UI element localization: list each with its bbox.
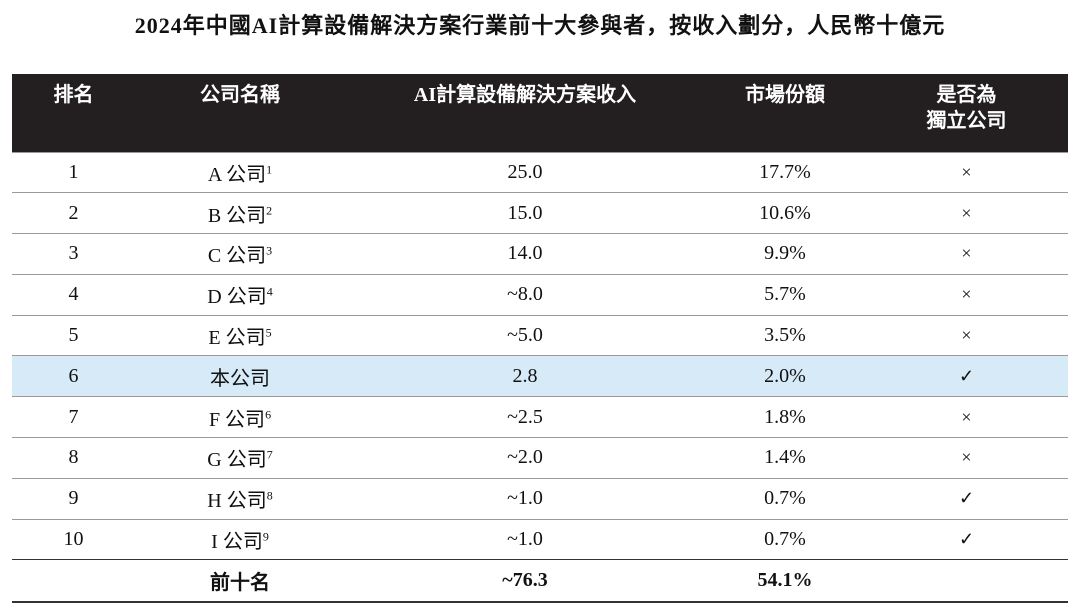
company-name: C 公司	[207, 245, 267, 268]
revenue-cell: 15.0	[345, 192, 705, 234]
header-cell: AI計算設備解決方案收入	[345, 74, 705, 152]
rank-cell: 6	[12, 355, 135, 397]
company-name: 本公司	[210, 367, 270, 390]
company-cell: 本公司	[135, 355, 345, 397]
independent-cell: ×	[865, 396, 1068, 438]
share-cell: 1.4%	[705, 437, 865, 479]
footnote-ref: 3	[266, 243, 273, 258]
company-cell: G 公司7	[135, 437, 345, 479]
share-cell: 5.7%	[705, 273, 865, 316]
independent-cell: ×	[865, 273, 1068, 316]
revenue-cell: ~2.0	[345, 437, 705, 479]
revenue-cell: 14.0	[345, 233, 705, 275]
independent-cell: ✓	[865, 355, 1068, 397]
footnote-ref: 6	[265, 407, 272, 422]
independent-cell: ×	[865, 233, 1068, 275]
footnote-ref: 8	[266, 488, 273, 503]
company-cell: E 公司5	[135, 314, 345, 356]
company-name: H 公司	[207, 490, 267, 513]
rank-cell: 7	[12, 396, 135, 438]
independent-cell: ×	[865, 192, 1068, 234]
company-cell: F 公司6	[135, 396, 345, 438]
header-cell: 是否為 獨立公司	[865, 74, 1068, 152]
total-share: 54.1%	[705, 559, 865, 603]
empty-cell	[865, 559, 1068, 603]
independent-cell: ✓	[865, 477, 1068, 520]
header-row: 排名 公司名稱 AI計算設備解決方案收入 市場份額 是否為 獨立公司	[12, 74, 1068, 152]
independent-cell: ×	[865, 314, 1068, 356]
company-cell: I 公司9	[135, 518, 345, 560]
rank-cell: 2	[12, 192, 135, 234]
footnote-ref: 4	[266, 284, 273, 299]
empty-cell	[12, 559, 135, 603]
share-cell: 17.7%	[705, 151, 865, 193]
revenue-cell: 2.8	[345, 355, 705, 397]
table-row: 10 I 公司9 ~1.0 0.7% ✓	[12, 518, 1068, 560]
company-name: F 公司	[208, 408, 266, 431]
rank-cell: 5	[12, 314, 135, 356]
company-cell: B 公司2	[135, 192, 345, 234]
revenue-cell: ~2.5	[345, 396, 705, 438]
header-line: 是否為	[936, 84, 997, 106]
company-name: B 公司	[207, 204, 267, 227]
company-name: G 公司	[207, 449, 267, 472]
share-cell: 0.7%	[705, 518, 865, 560]
header-cell: 公司名稱	[135, 74, 345, 152]
rank-cell: 4	[12, 273, 135, 316]
footnote-ref: 2	[266, 203, 273, 218]
company-cell: D 公司4	[135, 273, 345, 316]
rank-cell: 9	[12, 477, 135, 520]
header-cell: 市場份額	[705, 74, 865, 152]
company-name: I 公司	[211, 531, 263, 554]
footnote-ref: 5	[265, 325, 272, 340]
company-name: D 公司	[207, 286, 267, 309]
share-cell: 3.5%	[705, 314, 865, 356]
company-name: A 公司	[207, 163, 267, 186]
rank-cell: 3	[12, 233, 135, 275]
revenue-cell: 25.0	[345, 151, 705, 193]
title: 2024年中國AI計算設備解決方案行業前十大參與者，按收入劃分，人民幣十億元	[134, 13, 946, 38]
revenue-cell: ~8.0	[345, 273, 705, 316]
rank-cell: 1	[12, 151, 135, 193]
independent-cell: ×	[865, 437, 1068, 479]
footnote-ref: 1	[266, 162, 273, 177]
independent-cell: ✓	[865, 518, 1068, 560]
share-cell: 1.8%	[705, 396, 865, 438]
company-cell: H 公司8	[135, 477, 345, 520]
table-row: 6 本公司 2.8 2.0% ✓	[12, 355, 1068, 397]
revenue-cell: ~5.0	[345, 314, 705, 356]
company-cell: C 公司3	[135, 233, 345, 275]
footnote-ref: 9	[262, 529, 269, 544]
total-revenue: ~76.3	[345, 559, 705, 603]
revenue-cell: ~1.0	[345, 477, 705, 520]
header-line: 獨立公司	[926, 110, 1007, 132]
share-cell: 2.0%	[705, 355, 865, 397]
share-cell: 0.7%	[705, 477, 865, 520]
footnote-ref: 7	[266, 447, 273, 462]
revenue-cell: ~1.0	[345, 518, 705, 560]
total-label: 前十名	[135, 559, 345, 603]
rank-cell: 10	[12, 518, 135, 560]
share-cell: 9.9%	[705, 233, 865, 275]
rank-cell: 8	[12, 437, 135, 479]
independent-cell: ×	[865, 151, 1068, 193]
header-cell: 排名	[12, 74, 135, 152]
total-row: 前十名 ~76.3 54.1%	[12, 559, 1068, 603]
company-name: E 公司	[208, 327, 266, 350]
company-cell: A 公司1	[135, 151, 345, 193]
share-cell: 10.6%	[705, 192, 865, 234]
